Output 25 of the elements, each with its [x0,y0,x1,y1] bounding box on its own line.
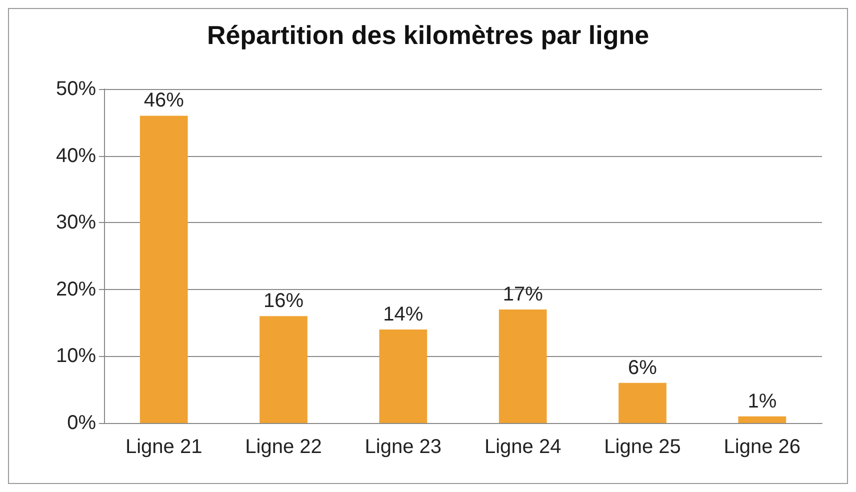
bar [618,382,666,423]
x-tick-label: Ligne 22 [245,436,322,458]
x-tick-label: Ligne 24 [484,436,562,458]
bar [379,329,428,423]
y-tick-label: 40% [56,144,96,167]
y-tick-label: 20% [56,278,96,300]
x-tick-label: Ligne 26 [724,436,801,458]
y-tick-label: 10% [56,345,96,368]
data-label: 6% [628,356,658,379]
data-label: 46% [144,90,184,112]
y-tick-label: 30% [56,212,96,234]
x-tick-label: Ligne 21 [125,436,202,458]
x-tick-label: Ligne 23 [364,436,442,458]
data-label: 14% [383,303,424,326]
bar [260,316,308,423]
x-tick-label: Ligne 25 [604,436,681,458]
y-tick-label: 50% [56,78,96,100]
bar [498,309,547,423]
bar [140,116,188,423]
bar [738,416,786,423]
data-label: 16% [263,290,304,312]
data-label: 17% [502,283,544,306]
y-tick-label: 0% [67,412,96,434]
data-label: 1% [748,390,777,412]
chart-title: Répartition des kilomètres par ligne [206,20,650,50]
